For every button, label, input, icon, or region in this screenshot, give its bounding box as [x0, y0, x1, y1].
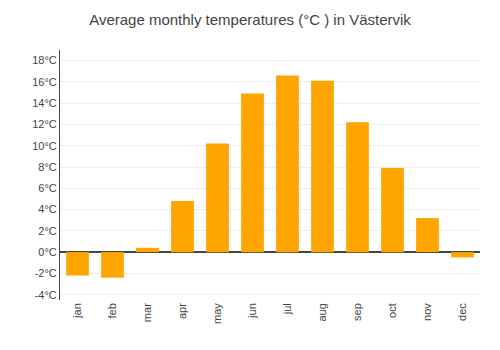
svg-text:feb: feb [106, 303, 118, 318]
svg-text:oct: oct [386, 303, 398, 318]
svg-text:aug: aug [316, 303, 328, 321]
svg-text:jan: jan [71, 303, 83, 319]
svg-text:jun: jun [246, 303, 258, 319]
svg-text:sep: sep [351, 303, 363, 321]
svg-text:10°C: 10°C [32, 140, 57, 152]
svg-text:2°C: 2°C [38, 225, 57, 237]
svg-text:apr: apr [176, 303, 188, 319]
svg-text:nov: nov [421, 303, 433, 321]
svg-text:jul: jul [281, 303, 293, 315]
svg-text:dec: dec [456, 303, 468, 321]
svg-text:may: may [211, 303, 223, 324]
svg-text:-4°C: -4°C [35, 289, 57, 301]
svg-text:0°C: 0°C [38, 246, 57, 258]
svg-text:6°C: 6°C [38, 182, 57, 194]
svg-text:-2°C: -2°C [35, 267, 57, 279]
svg-text:16°C: 16°C [32, 76, 57, 88]
svg-text:Average monthly temperatures (: Average monthly temperatures (°C ) in Vä… [89, 11, 411, 28]
svg-text:4°C: 4°C [38, 203, 57, 215]
svg-text:8°C: 8°C [38, 161, 57, 173]
svg-text:mar: mar [141, 303, 153, 322]
svg-text:12°C: 12°C [32, 118, 57, 130]
svg-text:18°C: 18°C [32, 54, 57, 66]
svg-text:14°C: 14°C [32, 97, 57, 109]
